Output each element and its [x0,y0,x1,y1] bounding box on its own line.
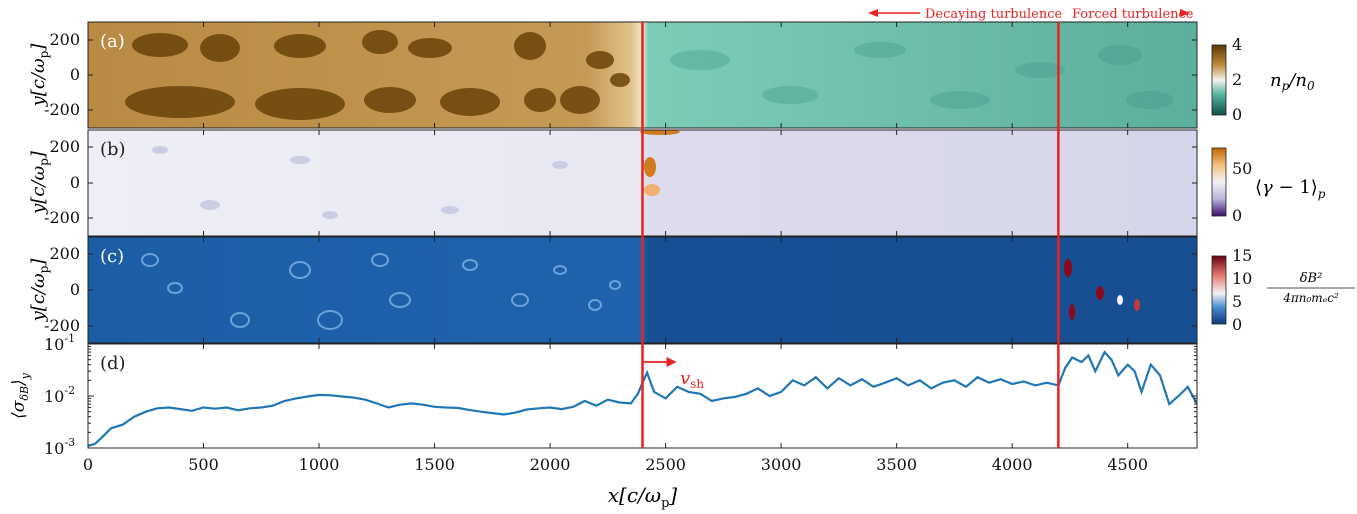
y-axis-label: y[c/ωp] [28,258,51,323]
y-tick-label: -200 [44,208,80,227]
colorbar-labels: 4 2 0 np/n0 50 0 ⟨γ − 1⟩p 15 10 5 0 δB² … [1232,35,1355,334]
panel-a-cavities [125,30,630,120]
cb-c-tick-1: 10 [1232,269,1252,288]
labels-layer: y[c/ωp] y[c/ωp] y[c/ωp] ⟨σδB⟩y x[c/ωp] [9,43,677,511]
x-tick-label: 2500 [645,455,686,474]
log-tick-label: 10-2 [44,384,75,406]
colorbar-a [1211,44,1227,116]
y-axis-label: y[c/ωp] [28,150,51,215]
x-tick-label: 4000 [992,455,1033,474]
cb-c-tick-2: 5 [1232,292,1242,311]
cb-a-tick-1: 2 [1232,70,1242,89]
y-tick-label: 0 [70,173,80,192]
y-tick-label: -200 [44,316,80,335]
colorbar-b [1211,147,1227,217]
panel-b-hotspots [640,130,680,196]
cb-c-tick-3: 0 [1232,315,1242,334]
cb-b-tick-0: 50 [1232,159,1252,178]
sigma-axis-label: ⟨σδB⟩y [9,372,32,419]
x-tick-label: 0 [83,455,93,474]
panel-b-spots [152,146,568,219]
x-tick-label: 1000 [299,455,340,474]
panel-b-label: (b) [100,139,126,160]
log-tick-label: 10-1 [44,332,75,354]
log-tick-label: 10-3 [44,436,75,458]
x-tick-label: 500 [188,455,219,474]
sigma-series-line [88,350,1197,447]
colorbar-c [1211,255,1227,325]
panel-a-turbulence [670,42,1174,109]
vsh-arrowhead-icon [666,357,677,367]
y-axis-label: y[c/ωp] [28,43,51,108]
cb-c-label-den: 4πn₀mₑc² [1282,291,1339,305]
cb-a-tick-2: 0 [1232,105,1242,124]
cb-c-label-num: δB² [1300,271,1323,286]
x-tick-label: 3500 [876,455,917,474]
x-tick-label: 4500 [1107,455,1148,474]
decaying-turbulence-label: Decaying turbulence [925,7,1062,22]
y-tick-label: 200 [49,137,80,156]
y-tick-label: 200 [49,30,80,49]
cb-a-label: np/n0 [1270,70,1315,93]
shock-velocity-annotation: vsh [642,357,704,391]
y-tick-label: 0 [70,280,80,299]
x-tick-label: 3000 [761,455,802,474]
panel-c-rings [141,253,621,330]
ticks-layer: 0 500 1000 1500 2000 2500 3000 3500 4000 45002000… [44,22,1197,474]
cb-c-tick-0: 15 [1232,246,1252,265]
left-arrowhead-icon [868,9,878,17]
x-axis-label: x[c/ωp] [608,483,678,511]
x-tick-label: 2000 [530,455,571,474]
y-tick-label: 200 [49,244,80,263]
forced-turbulence-label: Forced turbulence [1072,7,1194,22]
cb-b-tick-1: 0 [1232,206,1242,225]
cb-b-label: ⟨γ − 1⟩p [1255,177,1326,201]
vsh-label: vsh [680,368,704,391]
panel-c-hotspots [1064,259,1140,320]
right-arrowhead-icon [1180,9,1190,17]
y-tick-label: 0 [70,65,80,84]
y-tick-label: -200 [44,100,80,119]
panel-d-label: (d) [100,353,126,374]
turbulence-annotation: Decaying turbulence Forced turbulence [868,7,1194,22]
x-tick-label: 1500 [414,455,455,474]
panel-a-label: (a) [100,31,125,52]
cb-a-tick-0: 4 [1232,35,1242,54]
panel-c-label: (c) [100,246,124,267]
